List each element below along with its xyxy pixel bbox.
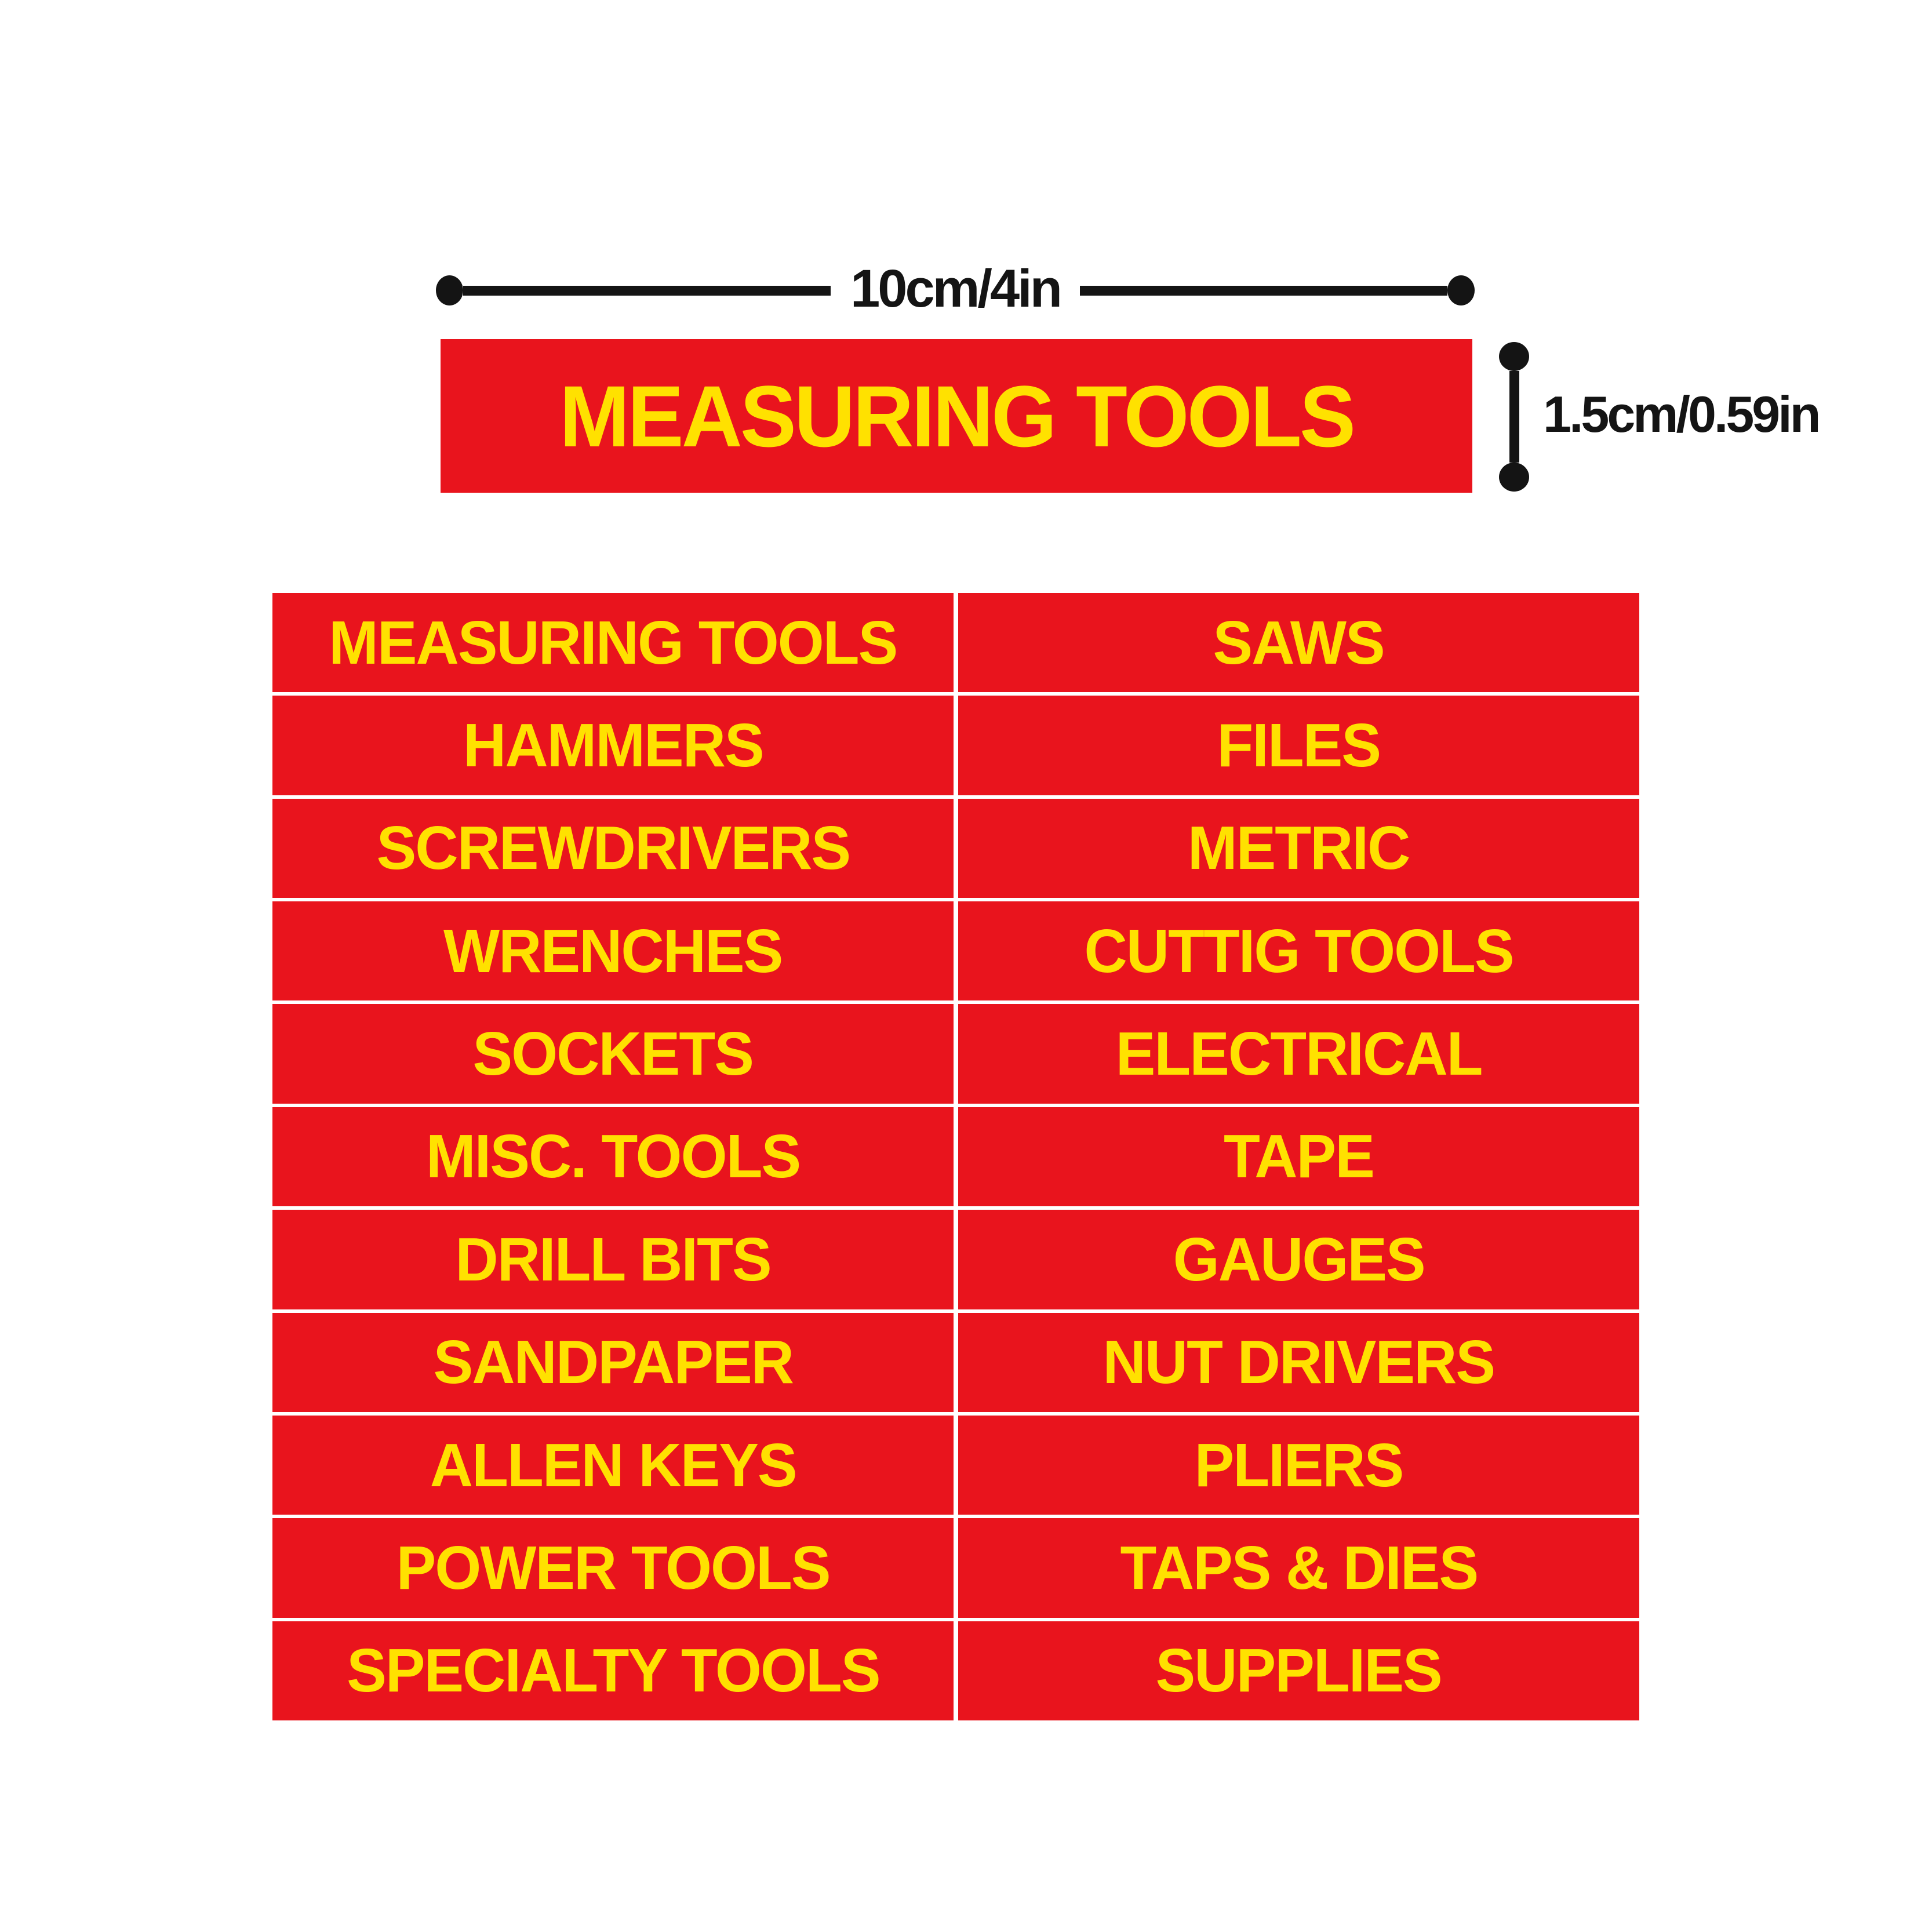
sticker-cell: SANDPAPER — [272, 1312, 954, 1412]
sticker-cell: GAUGES — [958, 1210, 1639, 1309]
sticker-label: SOCKETS — [472, 1020, 754, 1089]
sticker-cell: MISC. TOOLS — [272, 1107, 954, 1207]
dimension-line-segment — [1079, 285, 1448, 296]
sample-sticker-title: MEASURING TOOLS — [559, 367, 1356, 465]
width-dimension-label: 10cm/4in — [850, 259, 1063, 318]
sticker-cell: ALLEN KEYS — [272, 1415, 954, 1515]
dimension-endpoint-dot — [1499, 463, 1529, 492]
height-dimension-label: 1.5cm/0.59in — [1543, 385, 1821, 443]
sticker-cell: FILES — [958, 696, 1639, 795]
sticker-label: SANDPAPER — [433, 1328, 794, 1397]
sticker-label: HAMMERS — [463, 711, 765, 780]
sticker-label: POWER TOOLS — [396, 1533, 831, 1602]
dimension-endpoint-dot — [1447, 275, 1475, 305]
sticker-label: MISC. TOOLS — [425, 1122, 801, 1191]
sticker-cell: SAWS — [958, 593, 1639, 693]
sticker-cell: WRENCHES — [272, 901, 954, 1001]
dimension-line-segment — [1509, 371, 1519, 463]
sticker-label: WRENCHES — [443, 916, 783, 985]
sticker-label: CUTTIG TOOLS — [1084, 916, 1514, 985]
width-dimension-line: 10cm/4in — [436, 262, 1475, 315]
sample-sticker-banner: MEASURING TOOLS — [441, 339, 1472, 493]
sticker-cell: CUTTIG TOOLS — [958, 901, 1639, 1001]
sticker-label: METRIC — [1188, 814, 1410, 883]
sticker-cell: SOCKETS — [272, 1004, 954, 1104]
sticker-cell: SCREWDRIVERS — [272, 798, 954, 898]
sticker-cell: DRILL BITS — [272, 1210, 954, 1309]
sticker-label: SCREWDRIVERS — [376, 814, 850, 883]
sticker-label: TAPS & DIES — [1120, 1533, 1479, 1602]
sticker-cell: NUT DRIVERS — [958, 1312, 1639, 1412]
sticker-cell: MEASURING TOOLS — [272, 593, 954, 693]
height-dimension-line — [1499, 342, 1529, 492]
dimension-line-segment — [463, 285, 831, 296]
sticker-cell: PLIERS — [958, 1415, 1639, 1515]
sticker-label: ELECTRICAL — [1115, 1020, 1483, 1089]
sticker-label: SUPPLIES — [1155, 1636, 1443, 1705]
sticker-label: SAWS — [1213, 608, 1385, 677]
sticker-label: PLIERS — [1194, 1431, 1405, 1500]
sticker-label: FILES — [1217, 711, 1382, 780]
sticker-label: MEASURING TOOLS — [329, 608, 898, 677]
sticker-cell: METRIC — [958, 798, 1639, 898]
dimension-endpoint-dot — [1499, 342, 1529, 371]
sticker-label: NUT DRIVERS — [1103, 1328, 1496, 1397]
sticker-label: SPECIALTY TOOLS — [346, 1636, 881, 1705]
sticker-label: ALLEN KEYS — [430, 1431, 798, 1500]
sticker-label: TAPE — [1224, 1122, 1375, 1191]
sticker-cell: TAPS & DIES — [958, 1518, 1639, 1618]
sticker-label: DRILL BITS — [455, 1225, 772, 1294]
sticker-cell: SUPPLIES — [958, 1621, 1639, 1720]
sticker-label: GAUGES — [1173, 1225, 1426, 1294]
sticker-cell: ELECTRICAL — [958, 1004, 1639, 1104]
dimension-endpoint-dot — [436, 275, 463, 305]
sticker-grid: MEASURING TOOLS HAMMERS SCREWDRIVERS WRE… — [272, 593, 1639, 1720]
sticker-cell: POWER TOOLS — [272, 1518, 954, 1618]
sticker-cell: HAMMERS — [272, 696, 954, 795]
sticker-cell: TAPE — [958, 1107, 1639, 1207]
sticker-cell: SPECIALTY TOOLS — [272, 1621, 954, 1720]
